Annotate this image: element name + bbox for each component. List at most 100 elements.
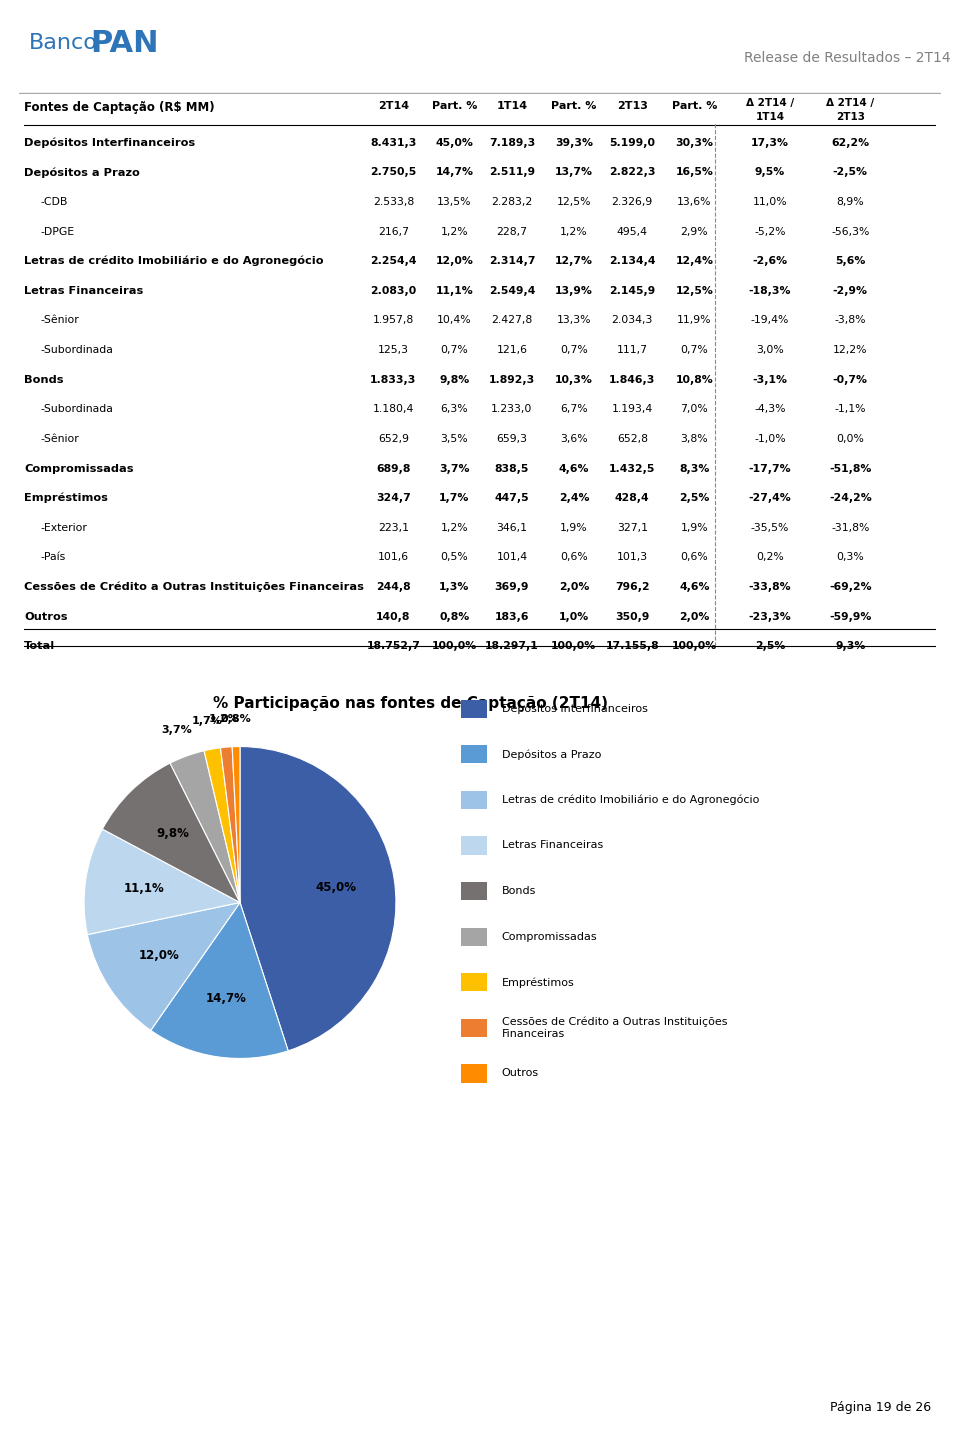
Text: 346,1: 346,1	[496, 523, 527, 533]
Text: 2.511,9: 2.511,9	[489, 168, 535, 178]
Text: 101,4: 101,4	[496, 553, 527, 562]
Text: 659,3: 659,3	[496, 435, 527, 443]
Text: -1,1%: -1,1%	[834, 404, 866, 414]
Wedge shape	[221, 747, 240, 902]
Text: 10,8%: 10,8%	[676, 374, 713, 384]
Text: -56,3%: -56,3%	[831, 227, 870, 237]
Text: 62,2%: 62,2%	[831, 137, 870, 147]
Text: 2,5%: 2,5%	[755, 641, 785, 651]
Text: 0,8%: 0,8%	[440, 612, 469, 622]
Text: 3,6%: 3,6%	[560, 435, 588, 443]
Text: Letras de crédito Imobiliário e do Agronegócio: Letras de crédito Imobiliário e do Agron…	[24, 256, 324, 267]
Text: 100,0%: 100,0%	[432, 641, 477, 651]
Text: Depósitos a Prazo: Depósitos a Prazo	[24, 168, 140, 178]
Text: -4,3%: -4,3%	[755, 404, 786, 414]
Text: 1,7%: 1,7%	[192, 716, 223, 726]
Text: 14,7%: 14,7%	[436, 168, 473, 178]
Text: 1.233,0: 1.233,0	[492, 404, 533, 414]
Text: Letras Financeiras: Letras Financeiras	[501, 840, 603, 851]
Text: -31,8%: -31,8%	[831, 523, 870, 533]
Text: 2T14: 2T14	[378, 101, 409, 111]
Text: -2,5%: -2,5%	[832, 168, 868, 178]
Text: -3,1%: -3,1%	[753, 374, 787, 384]
Text: -DPGE: -DPGE	[40, 227, 75, 237]
Text: 9,5%: 9,5%	[755, 168, 785, 178]
Text: 12,2%: 12,2%	[833, 345, 868, 355]
Text: 2.750,5: 2.750,5	[371, 168, 417, 178]
Text: 0,7%: 0,7%	[560, 345, 588, 355]
Bar	[461, 699, 487, 718]
Text: Empréstimos: Empréstimos	[501, 978, 574, 988]
Text: 2T13: 2T13	[617, 101, 648, 111]
Text: 1.846,3: 1.846,3	[609, 374, 656, 384]
Text: 2.034,3: 2.034,3	[612, 315, 653, 325]
Bar	[461, 882, 487, 900]
Text: 369,9: 369,9	[494, 582, 529, 592]
Text: 6,7%: 6,7%	[560, 404, 588, 414]
Text: 2,4%: 2,4%	[559, 494, 589, 503]
Text: Compromissadas: Compromissadas	[501, 931, 597, 941]
Text: 9,8%: 9,8%	[156, 827, 189, 840]
Text: Página 19 de 26: Página 19 de 26	[830, 1401, 931, 1415]
Text: 13,9%: 13,9%	[555, 286, 593, 296]
Text: -35,5%: -35,5%	[751, 523, 789, 533]
Text: 0,7%: 0,7%	[441, 345, 468, 355]
Text: 183,6: 183,6	[494, 612, 529, 622]
Text: -País: -País	[40, 553, 65, 562]
Text: 17,3%: 17,3%	[751, 137, 789, 147]
Text: 16,5%: 16,5%	[676, 168, 713, 178]
Text: 0,8%: 0,8%	[220, 713, 251, 723]
Text: 7.189,3: 7.189,3	[489, 137, 535, 147]
Text: 3,0%: 3,0%	[756, 345, 784, 355]
Text: 2.134,4: 2.134,4	[609, 256, 656, 266]
Text: 101,3: 101,3	[616, 553, 648, 562]
Text: 327,1: 327,1	[617, 523, 648, 533]
Text: 1T14: 1T14	[496, 101, 527, 111]
Text: 12,7%: 12,7%	[555, 256, 593, 266]
Text: 5.199,0: 5.199,0	[610, 137, 656, 147]
Bar	[461, 1064, 487, 1083]
Text: 17.155,8: 17.155,8	[606, 641, 660, 651]
Text: 4,6%: 4,6%	[679, 582, 709, 592]
Text: 9,3%: 9,3%	[835, 641, 866, 651]
Text: 1,9%: 1,9%	[560, 523, 588, 533]
Text: 2.427,8: 2.427,8	[492, 315, 533, 325]
Wedge shape	[204, 748, 240, 902]
Text: 39,3%: 39,3%	[555, 137, 593, 147]
Text: 223,1: 223,1	[378, 523, 409, 533]
Text: -Sênior: -Sênior	[40, 435, 79, 443]
Text: -5,2%: -5,2%	[755, 227, 786, 237]
Text: Fontes de Captação (R$ MM): Fontes de Captação (R$ MM)	[24, 101, 215, 114]
Text: 244,8: 244,8	[376, 582, 411, 592]
Bar	[461, 836, 487, 855]
Text: Empréstimos: Empréstimos	[24, 492, 108, 504]
Text: Part. %: Part. %	[432, 101, 477, 111]
Text: 11,9%: 11,9%	[677, 315, 711, 325]
Text: -51,8%: -51,8%	[829, 464, 872, 474]
Text: 45,0%: 45,0%	[436, 137, 473, 147]
Text: 2.533,8: 2.533,8	[372, 196, 414, 206]
Text: Depósitos Interfinanceiros: Depósitos Interfinanceiros	[24, 137, 195, 147]
Text: -19,4%: -19,4%	[751, 315, 789, 325]
Text: 0,2%: 0,2%	[756, 553, 784, 562]
Text: 1.193,4: 1.193,4	[612, 404, 653, 414]
Text: 8,9%: 8,9%	[836, 196, 864, 206]
Bar	[461, 927, 487, 946]
Text: 495,4: 495,4	[617, 227, 648, 237]
Text: 3,7%: 3,7%	[161, 725, 193, 735]
Text: -59,9%: -59,9%	[829, 612, 872, 622]
Text: 11,1%: 11,1%	[436, 286, 473, 296]
Text: 2.822,3: 2.822,3	[609, 168, 656, 178]
Text: 1,9%: 1,9%	[681, 523, 708, 533]
Text: 45,0%: 45,0%	[315, 881, 356, 894]
Text: -2,9%: -2,9%	[832, 286, 868, 296]
Text: -Subordinada: -Subordinada	[40, 345, 113, 355]
Text: Depósitos a Prazo: Depósitos a Prazo	[501, 749, 601, 760]
Text: 0,0%: 0,0%	[836, 435, 864, 443]
Text: 2,0%: 2,0%	[559, 582, 589, 592]
Text: 18.752,7: 18.752,7	[367, 641, 420, 651]
Text: 3,7%: 3,7%	[440, 464, 469, 474]
Text: 12,0%: 12,0%	[436, 256, 473, 266]
Wedge shape	[84, 829, 240, 934]
Text: 796,2: 796,2	[615, 582, 650, 592]
